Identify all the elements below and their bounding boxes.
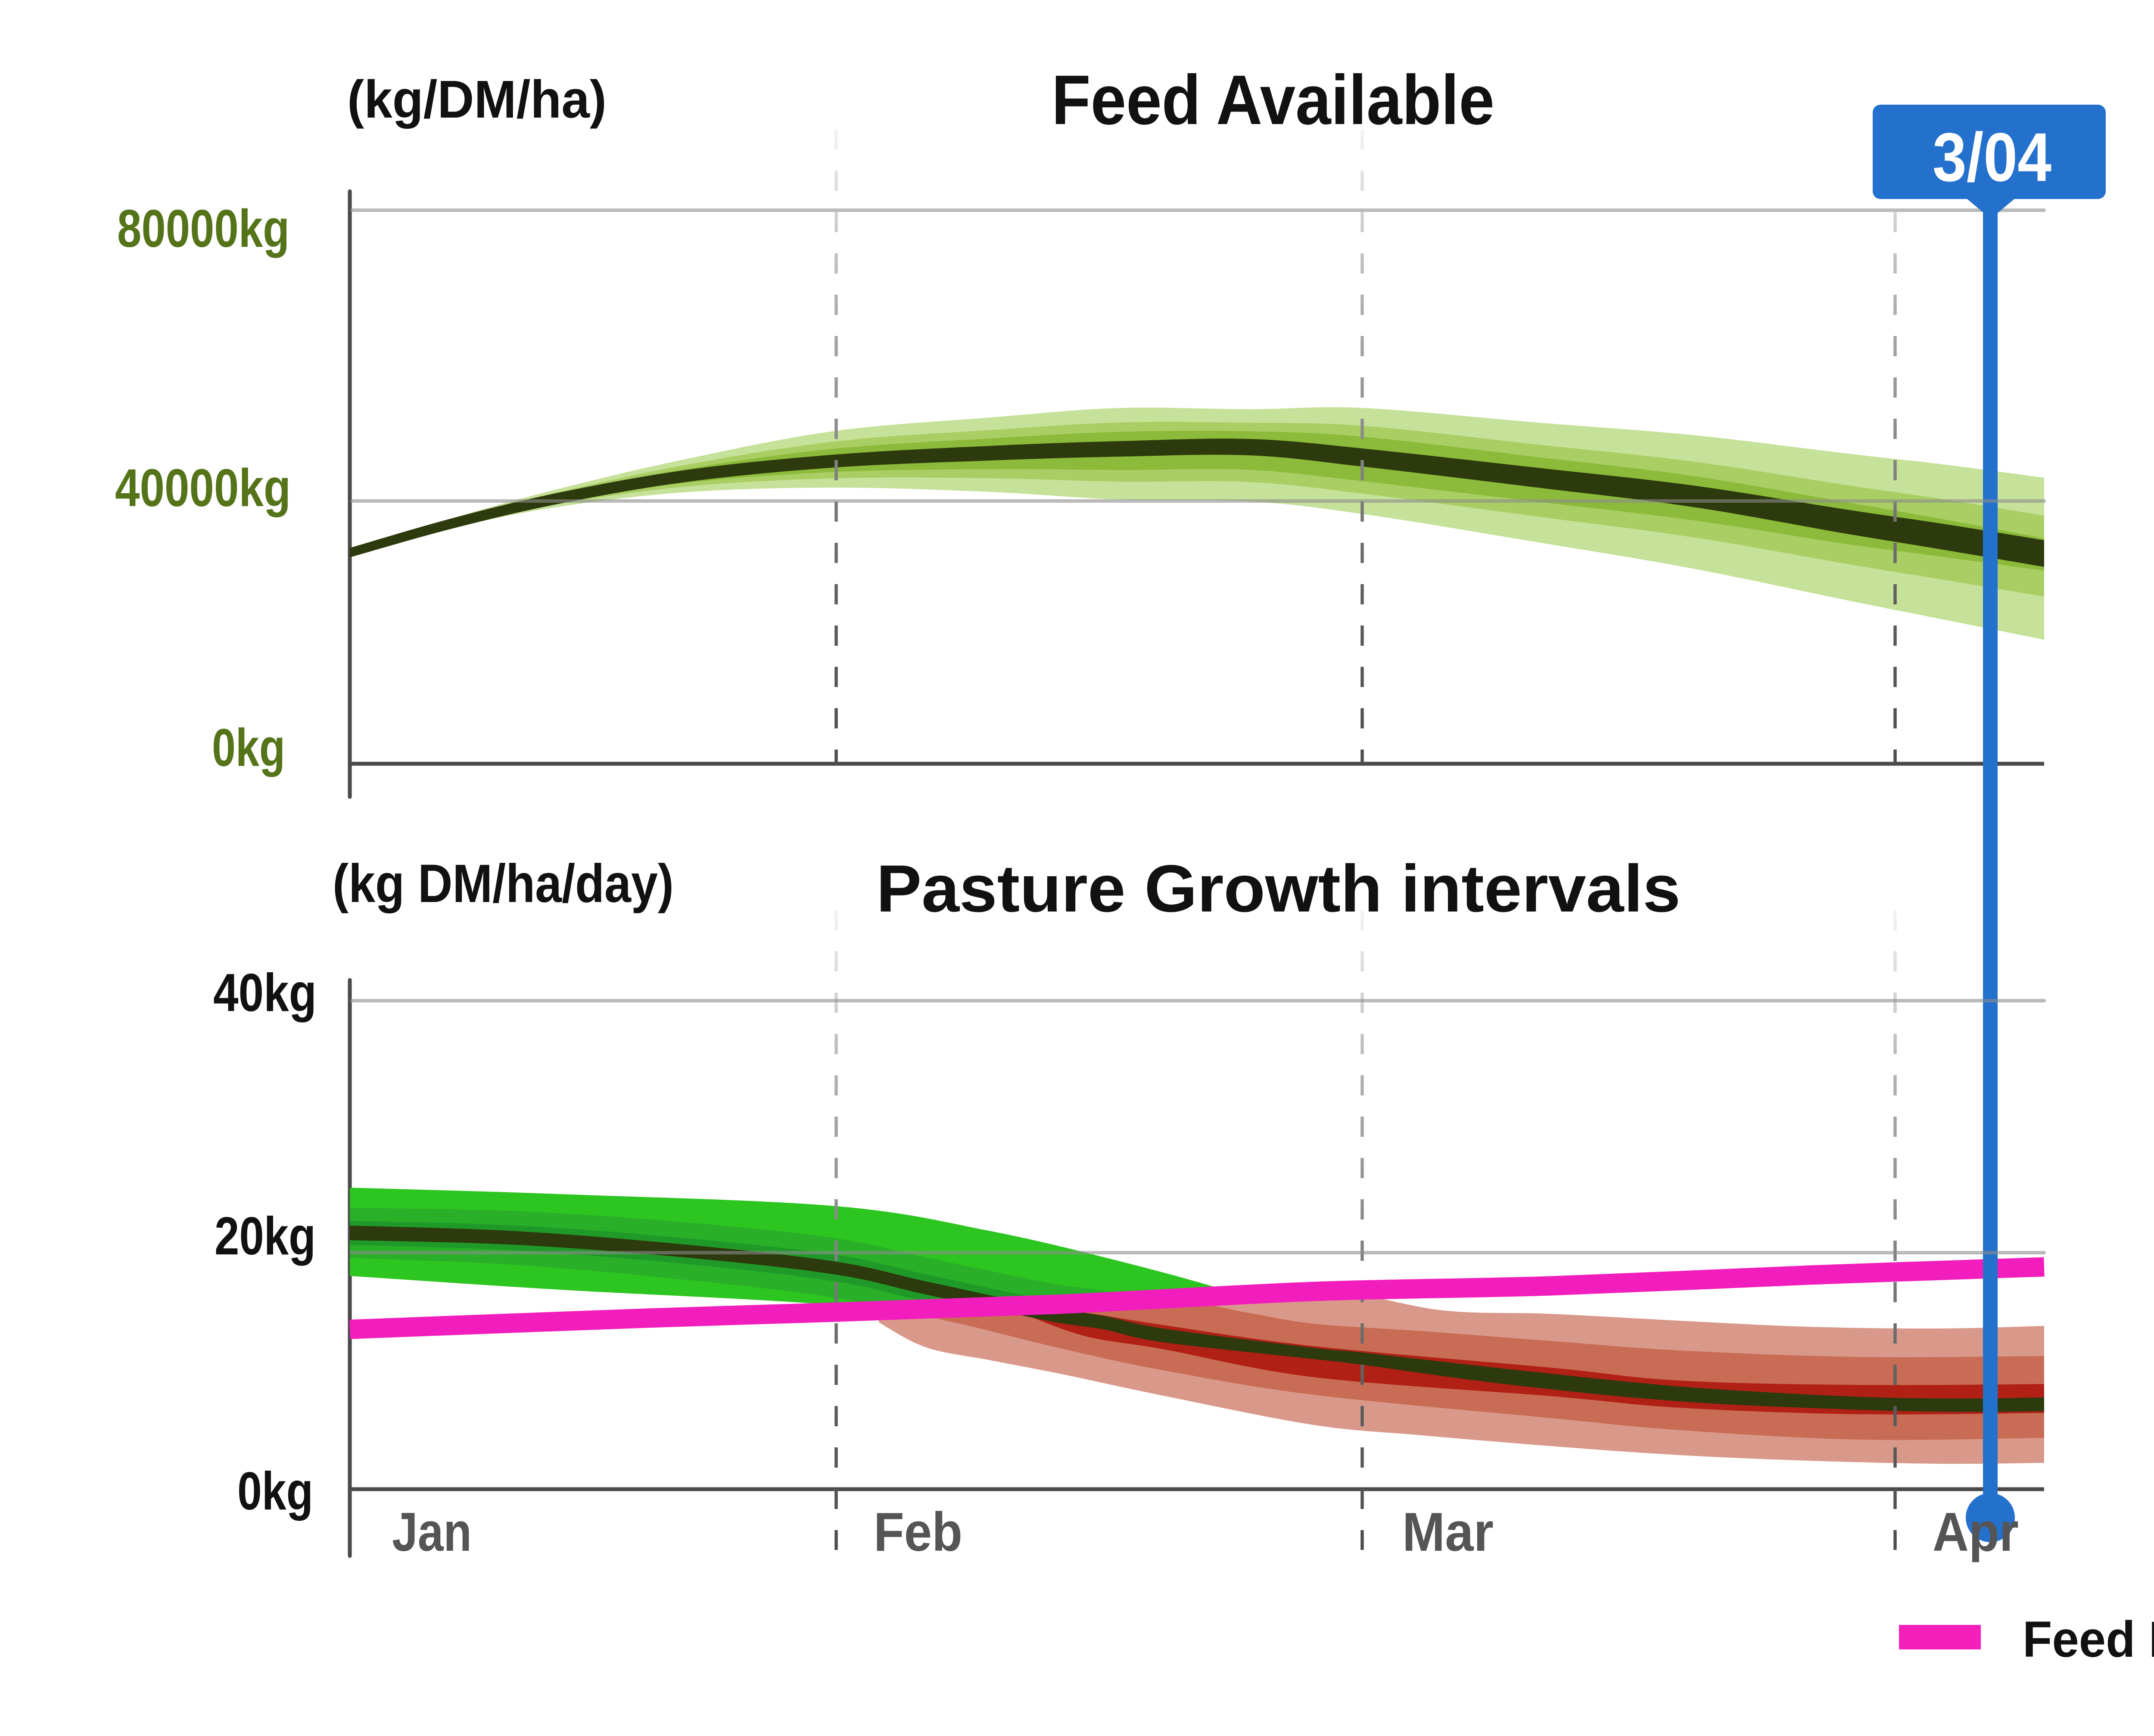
svg-text:Jan: Jan [392, 1501, 472, 1562]
svg-text:Pasture Growth intervals: Pasture Growth intervals [876, 851, 1681, 926]
svg-text:Apr: Apr [1933, 1501, 2019, 1562]
svg-text:40kg: 40kg [213, 963, 317, 1023]
svg-text:Feed Available: Feed Available [1052, 60, 1494, 139]
svg-text:3/04: 3/04 [1933, 118, 2051, 196]
svg-text:20kg: 20kg [215, 1207, 316, 1266]
svg-text:Feed Demand: Feed Demand [2023, 1611, 2154, 1668]
svg-text:80000kg: 80000kg [117, 199, 289, 258]
svg-text:0kg: 0kg [212, 719, 285, 778]
svg-text:Mar: Mar [1402, 1501, 1494, 1562]
svg-text:Feb: Feb [874, 1501, 962, 1562]
svg-text:40000kg: 40000kg [115, 459, 291, 518]
svg-text:(kg/DM/ha): (kg/DM/ha) [347, 70, 607, 129]
svg-text:0kg: 0kg [237, 1462, 313, 1521]
svg-text:(kg DM/ha/day): (kg DM/ha/day) [333, 854, 674, 914]
